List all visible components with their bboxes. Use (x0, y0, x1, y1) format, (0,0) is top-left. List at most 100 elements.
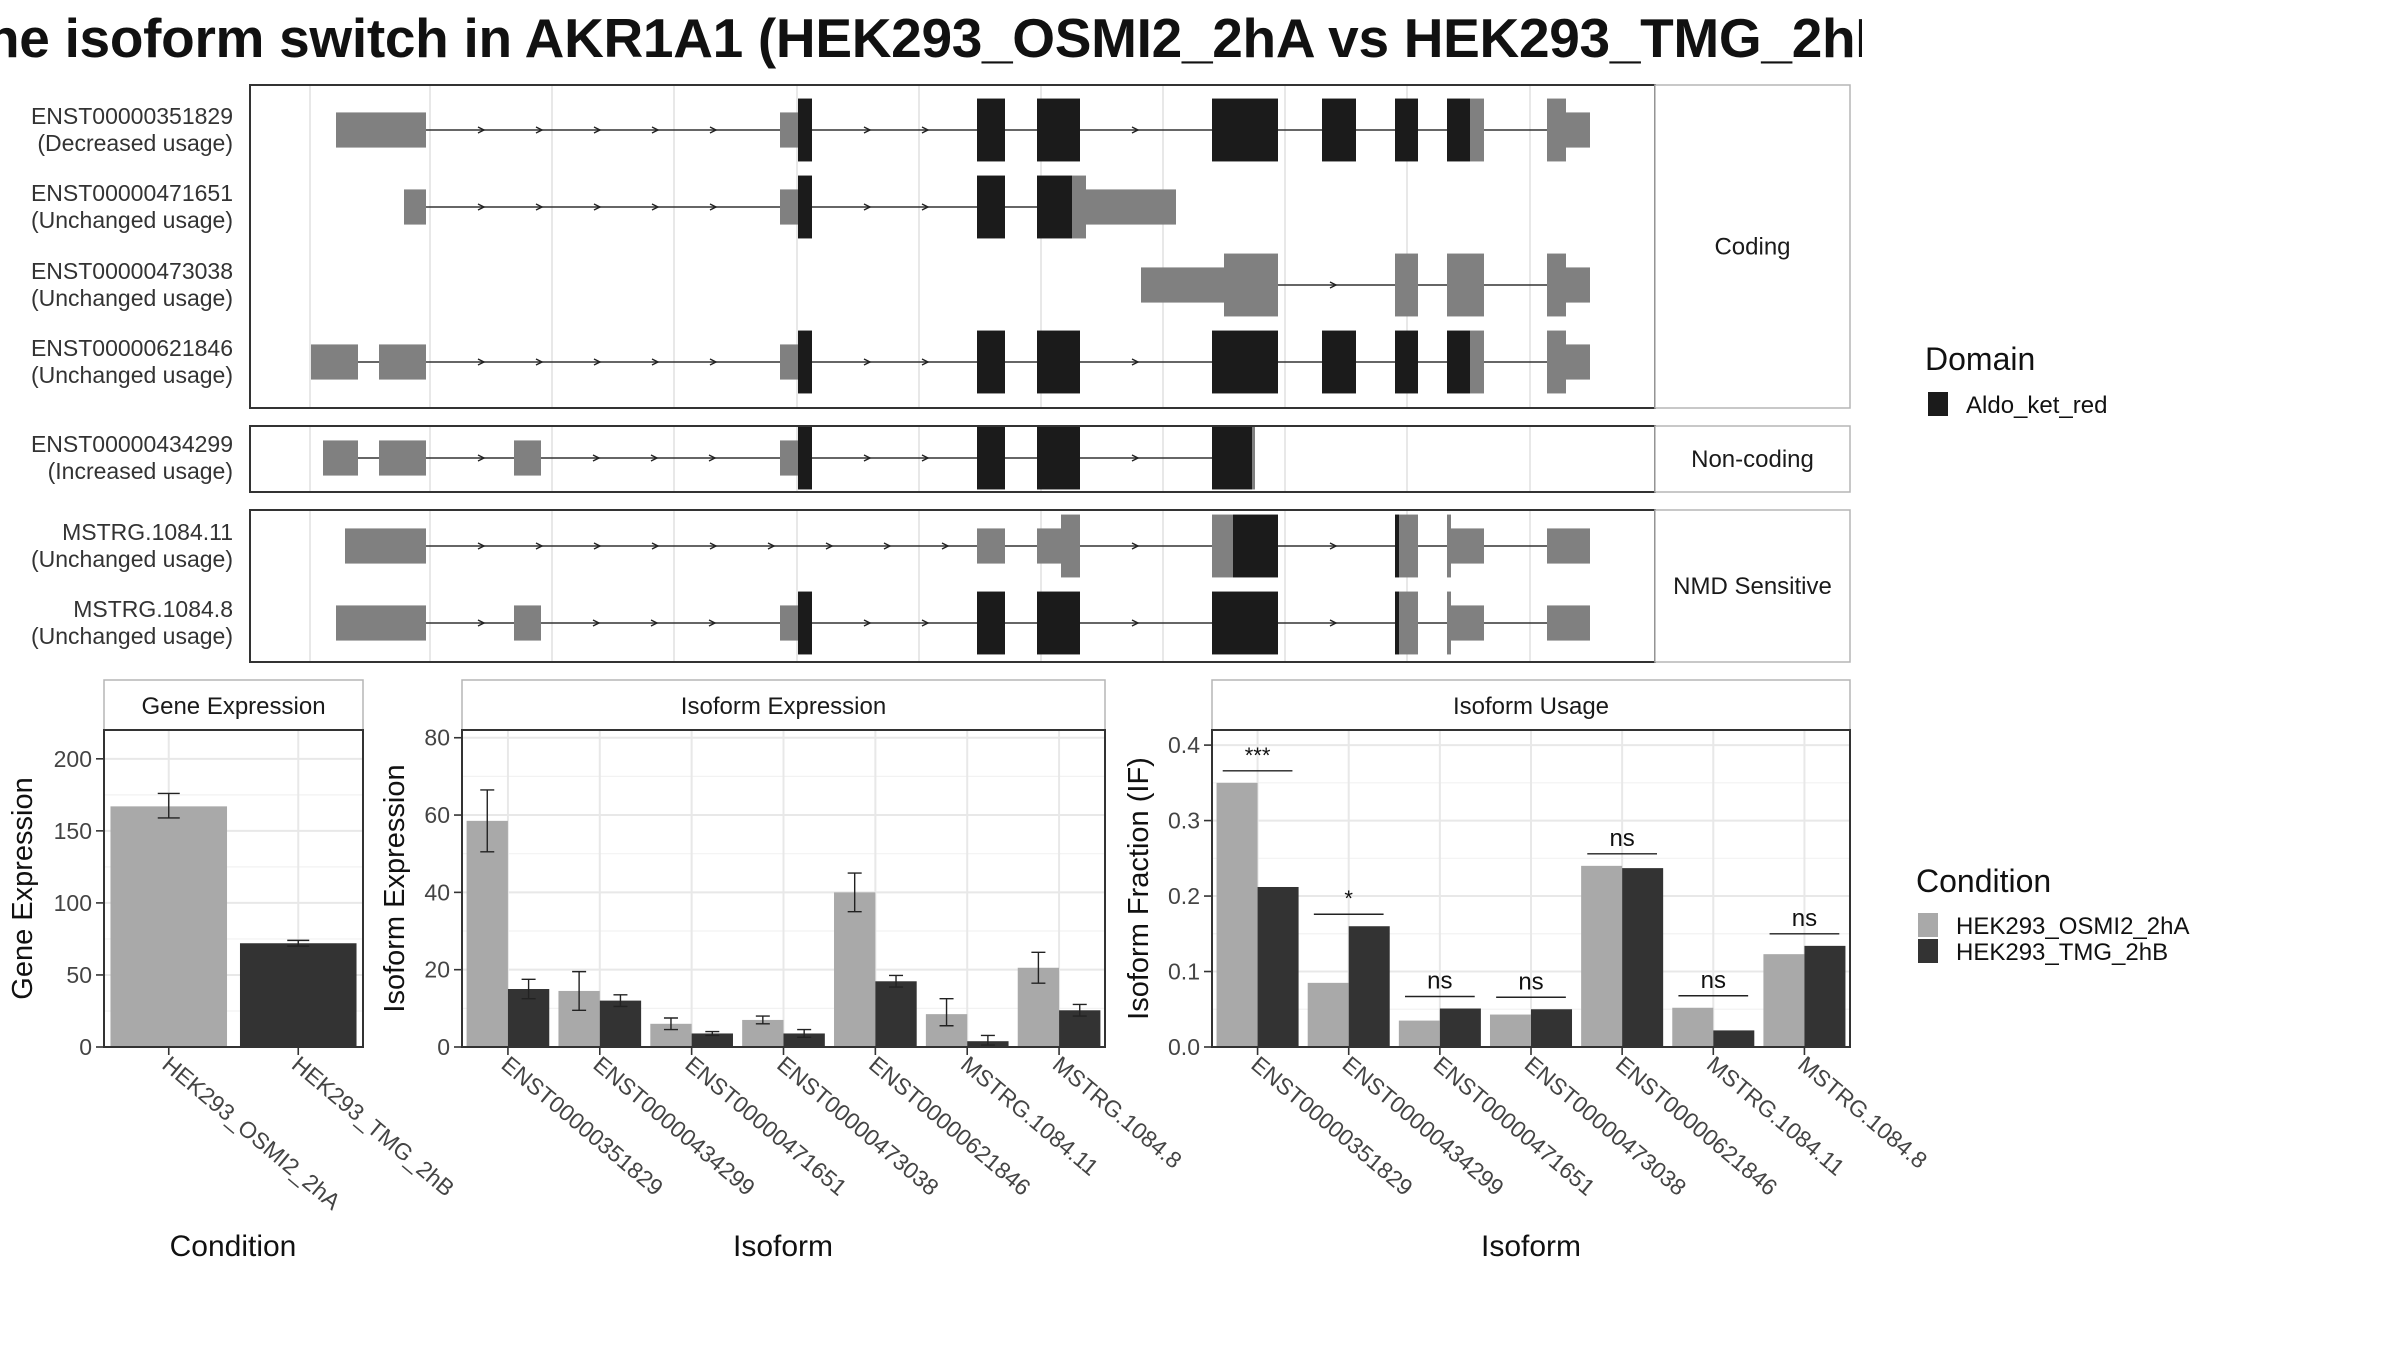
direction-arrow (825, 542, 834, 550)
structure-group-non-coding: Non-coding (249, 425, 1851, 493)
error-bar (705, 1030, 720, 1037)
chart-panel-gene-expression: Gene Expression050100150200HEK293_OSMI2_… (7, 679, 459, 1263)
y-tick-label: 0.1 (1168, 959, 1200, 985)
error-bar (480, 789, 495, 853)
chart-panel-isoform-usage: Isoform Usage****ns nsnsnsns0.00.10.20.30… (1123, 679, 1932, 1263)
bar (1581, 865, 1623, 1047)
x-tick-label: ENST00000351829 (1246, 1051, 1418, 1201)
exon-block (1212, 514, 1233, 578)
bar (834, 892, 876, 1047)
exon-block (1547, 605, 1590, 641)
direction-arrow (1329, 542, 1338, 550)
significance-label: ns (1518, 968, 1543, 995)
condition-legend-label: HEK293_TMG_2hB (1956, 939, 2168, 966)
legends: Domain Aldo_ket_red Condition HEK293_OSMI2_… (1916, 341, 2189, 966)
x-tick-label: ENST00000434299 (589, 1051, 761, 1201)
bar (783, 1033, 825, 1047)
domain-block (798, 426, 812, 490)
structure-group-coding: Coding (249, 84, 1851, 409)
domain-block (977, 426, 1005, 490)
direction-arrow (921, 454, 930, 462)
facet-strip (1654, 84, 1851, 409)
exon-block (780, 344, 798, 380)
direction-arrow (863, 358, 872, 366)
exon-block (1547, 98, 1566, 162)
x-tick-label: ENST00000471651 (1429, 1051, 1601, 1201)
domain-block (1037, 330, 1080, 394)
domain-block (977, 175, 1005, 239)
direction-arrow (651, 542, 660, 550)
bar-charts: Gene Expression050100150200HEK293_OSMI2_… (7, 679, 1932, 1263)
transcript-row (1141, 253, 1590, 317)
error-bar (797, 1028, 812, 1039)
exon-block (1547, 253, 1566, 317)
y-tick-label: 0 (437, 1034, 450, 1060)
direction-arrow (477, 542, 486, 550)
domain-legend-label: Aldo_ket_red (1966, 392, 2107, 419)
direction-arrow (651, 358, 660, 366)
direction-arrow (863, 203, 872, 211)
bar (1489, 1014, 1531, 1047)
domain-block (977, 591, 1005, 655)
panel-border (103, 729, 364, 1048)
direction-arrow (921, 203, 930, 211)
transcript-id-label: ENST00000621846 (31, 335, 233, 361)
domain-block (1395, 98, 1418, 162)
x-tick-label: ENST00000473038 (772, 1051, 944, 1201)
y-tick-label: 200 (54, 746, 92, 772)
transcript-row (336, 98, 1590, 162)
exon-block (1470, 98, 1484, 162)
transcript-id-label: MSTRG.1084.8 (73, 596, 233, 622)
bar (691, 1033, 733, 1047)
error-bar (572, 970, 587, 1011)
exon-block (404, 189, 426, 225)
domain-block (1395, 591, 1399, 655)
structure-group-nmd-sensitive: NMD Sensitive (249, 509, 1851, 663)
y-axis-title: Isoform Fraction (IF) (1123, 757, 1155, 1020)
direction-arrow (1131, 358, 1140, 366)
exon-block (379, 344, 426, 380)
structure-panel-bg (250, 510, 1655, 662)
exon-block (1224, 253, 1278, 317)
error-bar (939, 997, 954, 1027)
condition-legend-title: Condition (1916, 863, 2051, 899)
bar (1348, 926, 1390, 1047)
exon-block (1399, 514, 1418, 578)
exon-block (379, 440, 426, 476)
panel-title: Isoform Usage (1453, 693, 1609, 720)
transcript-usage-label: (Unchanged usage) (31, 623, 233, 649)
direction-arrow (535, 542, 544, 550)
error-bar (287, 939, 310, 947)
direction-arrow (708, 619, 717, 627)
domain-legend-title: Domain (1925, 341, 2035, 377)
exon-block (1141, 267, 1224, 303)
direction-arrow (921, 358, 930, 366)
direction-arrow (1131, 619, 1140, 627)
direction-arrow (921, 126, 930, 134)
chart-panel-isoform-expression: Isoform Expression 0 20 40 60 80 ENST000003518… (379, 679, 1187, 1263)
exon-block (311, 344, 358, 380)
panel-strip (103, 679, 364, 731)
exon-block (780, 605, 798, 641)
domain-block (1212, 426, 1252, 490)
x-tick-label: ENST00000434299 (1338, 1051, 1510, 1201)
condition-legend-key (1918, 913, 1938, 937)
bar (466, 820, 508, 1047)
domain-block (798, 330, 812, 394)
bar (875, 981, 917, 1047)
panel-title: Isoform Expression (681, 693, 886, 720)
y-tick-label: 40 (424, 879, 450, 905)
y-tick-label: 0.4 (1168, 732, 1200, 758)
y-tick-label: 20 (424, 957, 450, 983)
panel-title: Gene Expression (141, 693, 325, 720)
panel-strip (1211, 679, 1851, 731)
domain-block (798, 175, 812, 239)
direction-arrow (477, 454, 486, 462)
y-tick-label: 80 (424, 725, 450, 751)
bar (1398, 1020, 1440, 1047)
error-bar (1072, 1003, 1087, 1017)
error-bar (521, 978, 536, 1000)
domain-block (1037, 426, 1080, 490)
exon-block (514, 605, 541, 641)
